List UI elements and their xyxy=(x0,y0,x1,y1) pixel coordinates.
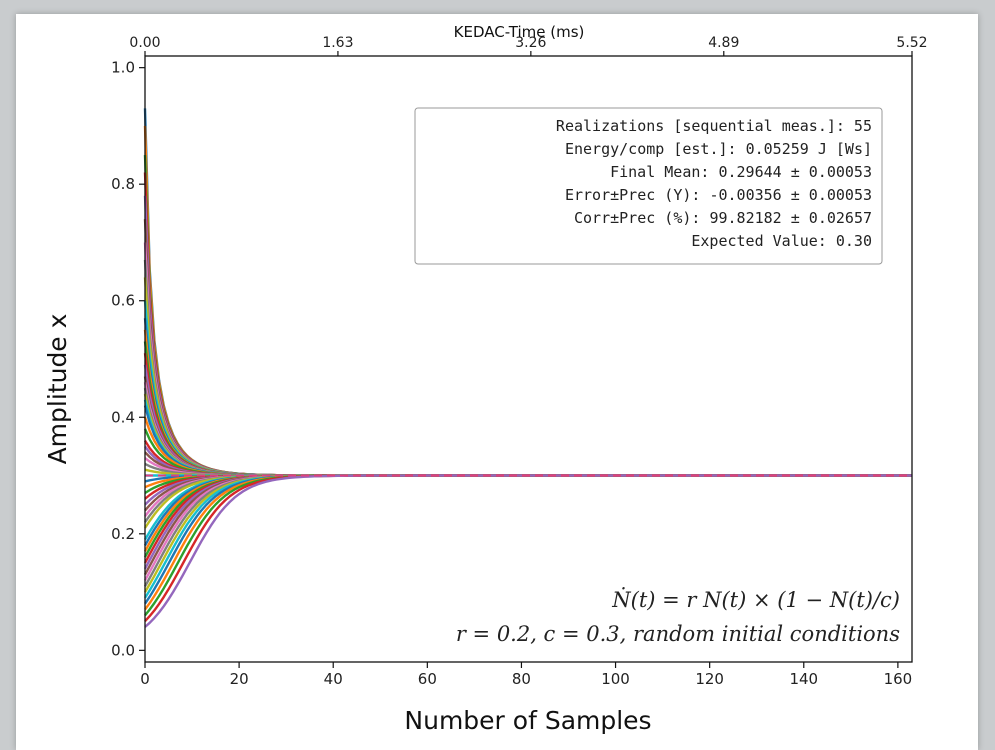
series-line xyxy=(143,439,912,477)
y-tick-label: 0.2 xyxy=(111,525,135,543)
x-tick-label: 140 xyxy=(789,670,818,688)
series-line xyxy=(143,364,912,477)
series-line xyxy=(143,405,912,477)
top-tick-label: 3.26 xyxy=(515,35,546,51)
figure-frame: 0 20 40 60 80 100 120 140 160 0.0 0.2 0.4 0.6 0.8 1.0… xyxy=(16,14,978,750)
line-chart: 0 20 40 60 80 100 120 140 160 0.0 0.2 0.4 0.6 0.8 1.0… xyxy=(43,23,928,735)
series-line xyxy=(143,474,912,541)
series-line xyxy=(143,474,912,547)
series-line xyxy=(144,451,912,477)
series-line xyxy=(143,474,912,587)
y-tick-label: 1.0 xyxy=(111,59,135,77)
series-line xyxy=(144,445,912,477)
x-tick-label: 0 xyxy=(140,670,150,688)
info-line-expected: Expected Value: 0.30 xyxy=(691,232,872,250)
series-line xyxy=(143,474,912,581)
x-tick-label: 100 xyxy=(601,670,630,688)
series-line xyxy=(143,474,912,593)
series-line xyxy=(143,416,912,477)
series-line xyxy=(144,474,912,605)
top-tick-label: 5.52 xyxy=(896,35,927,51)
series-line xyxy=(143,277,912,477)
model-params: r = 0.2, c = 0.3, random initial conditi… xyxy=(456,622,900,646)
series-line xyxy=(143,382,912,477)
axes-frame xyxy=(144,55,913,663)
series-line xyxy=(143,259,912,477)
info-line-error: Error±Prec (Y): -0.00356 ± 0.00053 xyxy=(565,186,872,204)
series-line xyxy=(143,329,912,477)
x-tick-label: 40 xyxy=(324,670,343,688)
series-line xyxy=(143,399,912,477)
x-axis-label: Number of Samples xyxy=(404,706,651,735)
series-line xyxy=(143,353,912,477)
info-line-energy: Energy/comp [est.]: 0.05259 J [Ws] xyxy=(565,140,872,158)
info-box: Realizations [sequential meas.]: 55 Ener… xyxy=(414,107,883,265)
top-tick-label: 1.63 xyxy=(322,35,353,51)
y-tick-label: 0.6 xyxy=(111,292,135,310)
series-line xyxy=(143,318,912,477)
x-tick-label: 20 xyxy=(230,670,249,688)
top-axis-label: KEDAC-Time (ms) xyxy=(454,23,585,41)
series-line xyxy=(143,474,912,564)
series-line xyxy=(143,428,912,477)
y-tick-label: 0.8 xyxy=(111,175,135,193)
series-line xyxy=(143,341,912,477)
series-line xyxy=(143,300,912,477)
series-line xyxy=(143,474,912,576)
y-tick-label: 0.4 xyxy=(111,408,135,426)
series-line xyxy=(143,474,912,570)
series-line xyxy=(143,387,912,477)
series-line xyxy=(143,376,912,477)
x-axis-ticks: 0 20 40 60 80 100 120 140 160 xyxy=(140,662,912,688)
x-tick-label: 80 xyxy=(512,670,531,688)
series-line xyxy=(143,242,912,477)
top-axis-ticks: 0.00 1.63 3.26 4.89 5.52 xyxy=(129,35,928,56)
x-tick-label: 120 xyxy=(695,670,724,688)
info-line-corr: Corr±Prec (%): 99.82182 ± 0.02657 xyxy=(574,209,872,227)
series-line xyxy=(143,474,912,552)
series-line xyxy=(143,474,912,599)
x-tick-label: 60 xyxy=(418,670,437,688)
y-tick-label: 0.0 xyxy=(111,641,135,659)
top-tick-label: 0.00 xyxy=(129,35,160,51)
x-tick-label: 160 xyxy=(884,670,913,688)
y-axis-ticks: 0.0 0.2 0.4 0.6 0.8 1.0 xyxy=(111,59,145,659)
series-line xyxy=(143,474,912,558)
info-box-frame xyxy=(414,107,883,265)
info-line-final-mean: Final Mean: 0.29644 ± 0.00053 xyxy=(610,163,872,181)
model-equation: Ṅ(t) = r N(t) × (1 − N(t)/c) xyxy=(611,587,900,612)
top-tick-label: 4.89 xyxy=(708,35,739,51)
series-line xyxy=(144,457,912,477)
info-line-realizations: Realizations [sequential meas.]: 55 xyxy=(556,117,872,135)
y-axis-label: Amplitude x xyxy=(43,314,72,465)
series-line xyxy=(143,393,912,477)
